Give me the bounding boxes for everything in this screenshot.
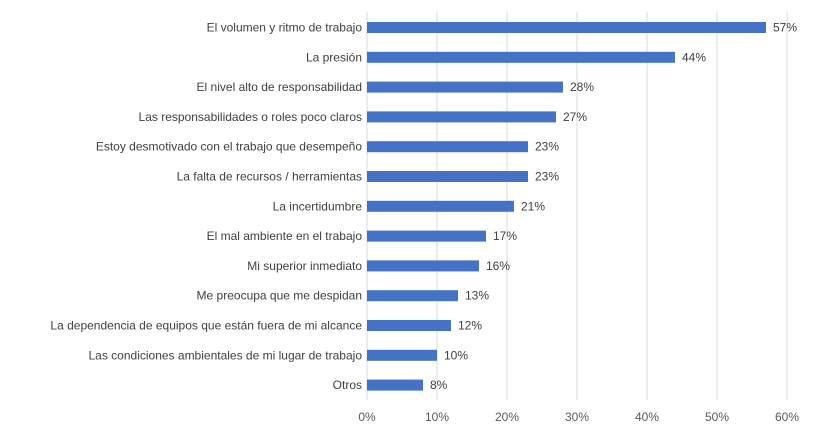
- category-label: Mi superior inmediato: [247, 259, 362, 273]
- value-label: 8%: [430, 378, 448, 392]
- category-label: El mal ambiente en el trabajo: [207, 229, 363, 243]
- category-label: La presión: [306, 50, 362, 64]
- x-tick-label: 50%: [705, 410, 729, 424]
- bars: [367, 22, 766, 391]
- bar: [367, 349, 437, 361]
- x-tick-label: 10%: [425, 410, 449, 424]
- value-label: 57%: [773, 21, 797, 35]
- category-label: El nivel alto de responsabilidad: [197, 80, 362, 94]
- bar: [367, 141, 528, 153]
- value-label: 13%: [465, 289, 489, 303]
- bar: [367, 379, 423, 391]
- category-label: La dependencia de equipos que están fuer…: [50, 319, 362, 333]
- bar: [367, 260, 479, 272]
- category-label: El volumen y ritmo de trabajo: [207, 21, 363, 35]
- bar: [367, 81, 563, 93]
- value-label: 23%: [535, 140, 559, 154]
- bar: [367, 320, 451, 331]
- category-label: La incertidumbre: [273, 199, 363, 213]
- category-label: La falta de recursos / herramientas: [177, 170, 362, 184]
- x-tick-label: 30%: [565, 410, 589, 424]
- value-label: 23%: [535, 170, 559, 184]
- category-label: Las responsabilidades o roles poco claro…: [139, 110, 362, 124]
- value-label: 44%: [682, 50, 706, 64]
- bar: [367, 51, 675, 63]
- x-tick-label: 0%: [358, 410, 376, 424]
- value-label: 21%: [521, 199, 545, 213]
- bar: [367, 22, 766, 33]
- value-label: 28%: [570, 80, 594, 94]
- category-label: Otros: [333, 378, 362, 392]
- bar: [367, 171, 528, 182]
- x-tick-label: 20%: [495, 410, 519, 424]
- value-label: 17%: [493, 229, 517, 243]
- bar: [367, 230, 486, 242]
- value-label: 16%: [486, 259, 510, 273]
- bar: [367, 111, 556, 123]
- x-tick-label: 40%: [635, 410, 659, 424]
- bar: [367, 290, 458, 302]
- x-axis-ticks: 0% 10% 20% 30% 40% 50% 60%: [358, 410, 799, 424]
- bar: [367, 200, 514, 212]
- category-labels: El volumen y ritmo de trabajo La presión E…: [50, 21, 362, 393]
- category-label: Las condiciones ambientales de mi lugar …: [89, 348, 363, 362]
- value-label: 12%: [458, 319, 482, 333]
- category-label: Estoy desmotivado con el trabajo que des…: [96, 140, 362, 154]
- value-labels: 57% 44% 28% 27% 23% 23% 21% 17% 16% 13% 12% 10% 8%: [430, 21, 797, 393]
- x-tick-label: 60%: [775, 410, 799, 424]
- value-label: 27%: [563, 110, 587, 124]
- category-label: Me preocupa que me despidan: [197, 289, 362, 303]
- value-label: 10%: [444, 348, 468, 362]
